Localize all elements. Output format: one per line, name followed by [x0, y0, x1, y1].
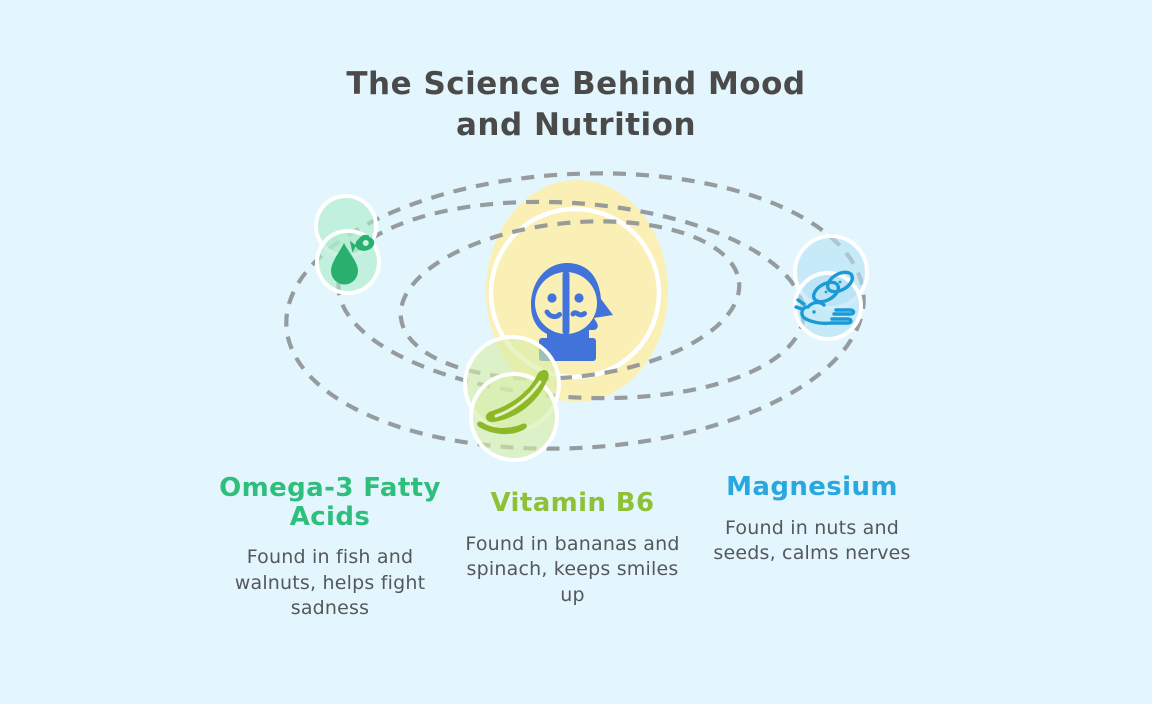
magnesium-description: Found in nuts and seeds, calms nerves: [713, 516, 911, 565]
page-title-line2: and Nutrition: [455, 106, 697, 143]
hand-holding-nuts-icon: [794, 270, 856, 326]
magnesium-node: [793, 234, 869, 341]
omega3-node: [314, 194, 381, 295]
banana-icon: [477, 369, 549, 435]
vitamin-b6-node-circle: [469, 372, 559, 462]
orbit-ring-outer: [284, 171, 866, 451]
vitamin-b6-description: Found in bananas and spinach, keeps smil…: [465, 532, 680, 606]
page-title-line1: The Science Behind Mood: [346, 66, 806, 102]
page-title: The Science Behind Mood and Nutrition: [0, 64, 1152, 146]
magnesium-text-block: Magnesium Found in nuts and seeds, calms…: [692, 473, 932, 567]
omega3-text-block: Omega-3 Fatty Acids Found in fish and wa…: [205, 474, 455, 622]
mood-brain-head-icon: [531, 263, 613, 361]
center-white-ring: [488, 206, 662, 380]
omega3-heading: Omega-3 Fatty Acids: [219, 473, 441, 532]
vitamin-b6-heading: Vitamin B6: [490, 488, 655, 518]
droplet-fish-icon: [331, 234, 375, 285]
vitamin-b6-node: [463, 335, 561, 462]
magnesium-heading: Magnesium: [726, 472, 898, 502]
orbit-ring-inner: [398, 219, 742, 381]
omega3-description: Found in fish and walnuts, helps fight s…: [234, 546, 426, 620]
vitamin-b6-text-block: Vitamin B6 Found in bananas and spinach,…: [450, 489, 695, 608]
